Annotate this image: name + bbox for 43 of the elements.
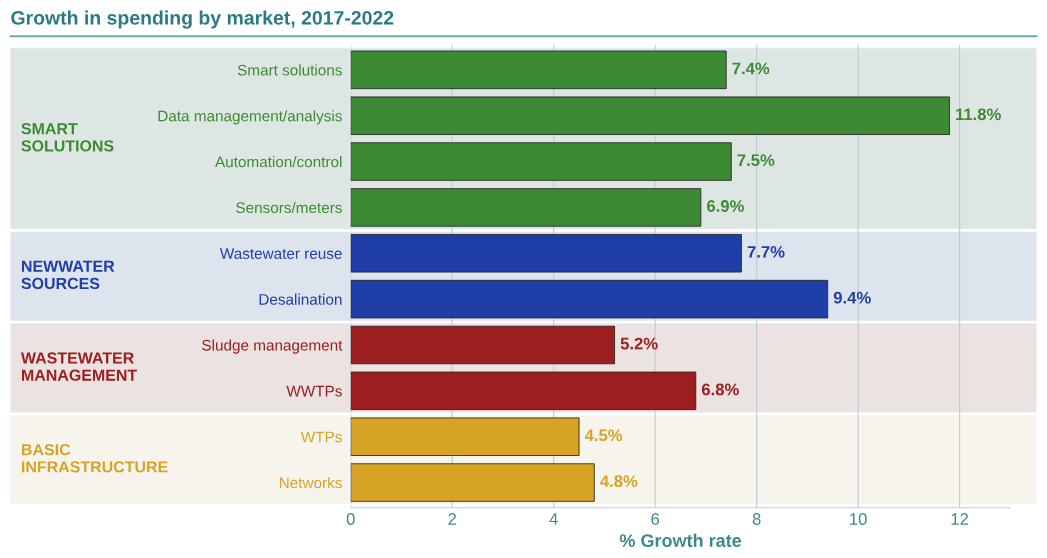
bar [350,279,829,319]
x-tick-label: 0 [346,513,355,525]
data-label: 5.2% [620,337,658,350]
bar [350,50,727,90]
y-tick-label: Data management/analysis [158,110,342,125]
bar [350,188,702,227]
bar [350,417,580,456]
data-label: 11.8% [956,108,1001,121]
bar [350,463,595,502]
y-tick-label: Automation/control [215,156,342,168]
bar [350,234,742,273]
data-label: 7.7% [747,246,785,258]
bar [350,142,732,181]
data-label: 4.8% [600,475,638,488]
x-axis-title: % Growth rate [619,533,742,547]
bar [350,325,616,365]
y-tick-label: Smart solutions [237,64,342,76]
y-tick-label: WWTPs [286,385,342,397]
x-tick-label: 12 [951,513,969,525]
y-tick-label: Wastewater reuse [219,248,342,259]
band-label: NEWWATER SOURCES [21,260,115,290]
x-tick-label: 4 [549,513,558,525]
y-tick-label: WTPs [300,431,342,443]
data-label: 4.5% [584,429,623,442]
data-label: 6.9% [707,200,744,212]
data-label: 9.4% [833,291,871,304]
band-label: SMART SOLUTIONS [21,123,114,152]
y-tick-label: Desalination [259,293,342,305]
band-label: BASIC INFRASTRUCTURE [22,444,168,473]
x-tick-label: 2 [448,513,457,525]
y-tick-label: Sludge management [202,339,343,354]
x-tick-label: 10 [850,513,867,525]
y-tick-label: Networks [280,477,342,489]
chart-title: Growth in spending by market, 2017-2022 [11,10,394,29]
data-label: 7.5% [737,154,775,167]
data-label: 7.4% [732,62,770,75]
band-label: WASTEWATER MANAGEMENT [20,352,137,381]
bar [350,371,697,411]
y-tick-label: Sensors/meters [236,201,342,214]
bar [350,96,950,135]
x-tick-label: 8 [752,513,761,525]
data-label: 6.8% [701,383,739,396]
x-tick-label: 6 [651,513,660,525]
